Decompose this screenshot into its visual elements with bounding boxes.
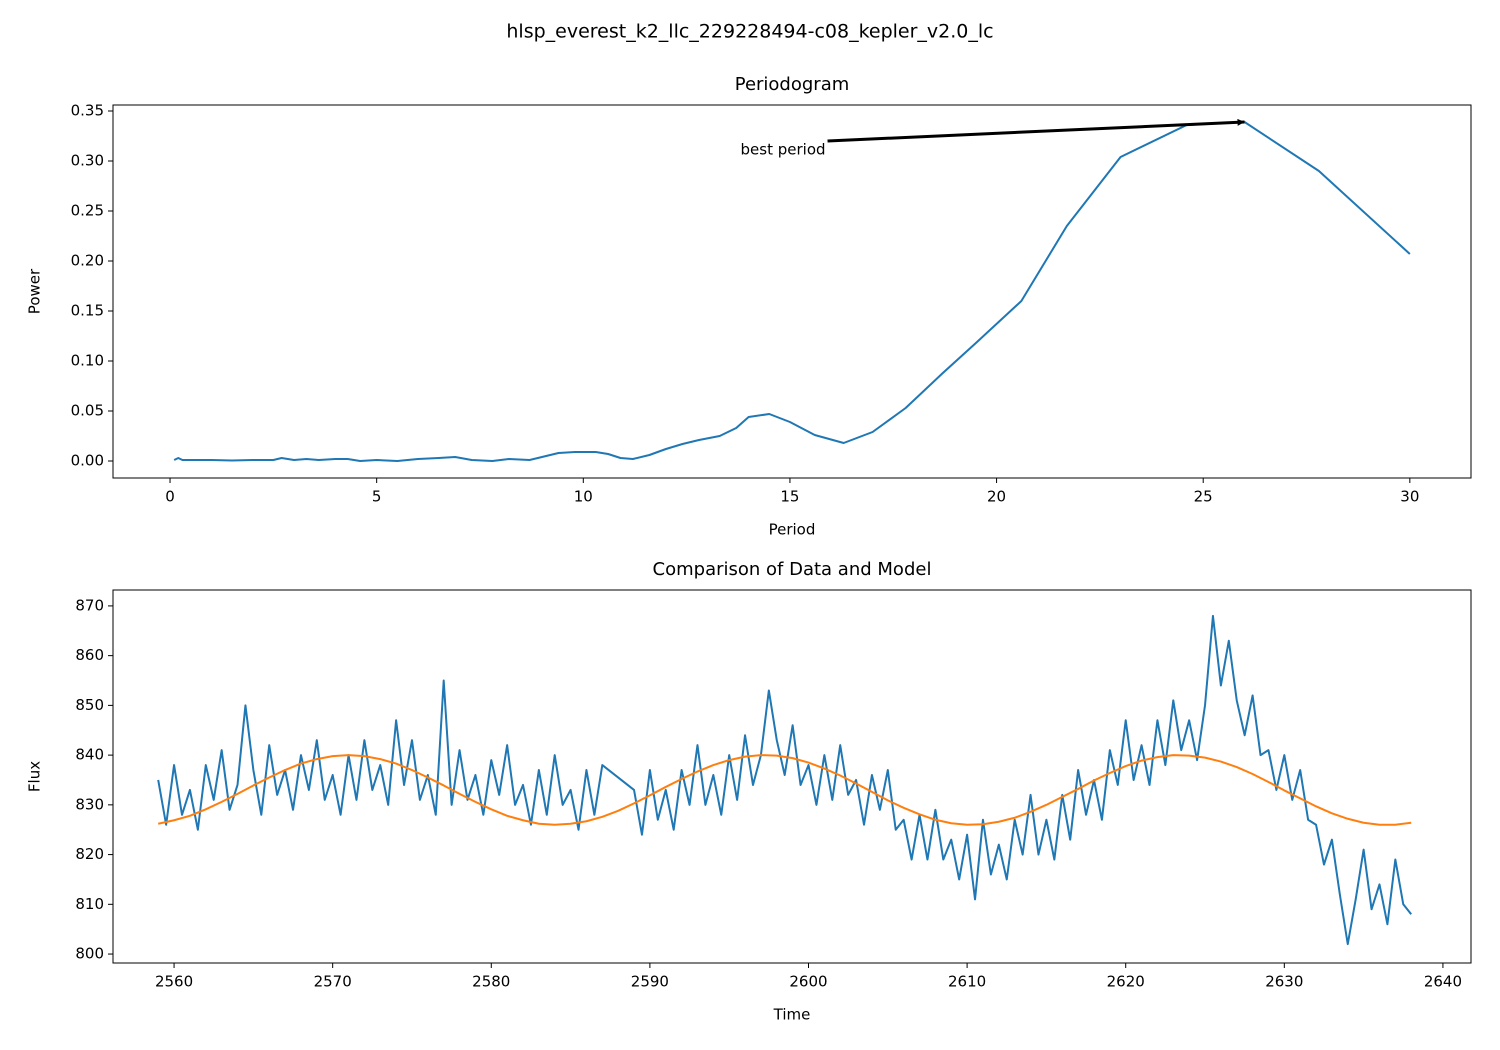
- y-tick-label: 830: [75, 795, 104, 813]
- x-tick-label: 15: [780, 488, 799, 506]
- data-line: [157, 754, 1412, 826]
- y-tick-label: 800: [75, 945, 104, 963]
- x-tick-label: 20: [987, 488, 1006, 506]
- y-tick-label: 0.15: [71, 302, 104, 320]
- y-tick-label: 0.05: [71, 402, 104, 420]
- x-tick-label: 10: [574, 488, 593, 506]
- x-axis-label: Period: [769, 521, 816, 539]
- y-tick-label: 0.35: [71, 102, 104, 120]
- y-tick-label: 840: [75, 746, 104, 764]
- x-axis-label: Time: [773, 1006, 811, 1024]
- y-tick-label: 820: [75, 845, 104, 863]
- data-line: [157, 614, 1412, 946]
- axes-title: Periodogram: [735, 74, 850, 95]
- y-tick-label: 0.30: [71, 152, 104, 170]
- y-tick-label: 0.00: [71, 452, 104, 470]
- x-tick-label: 25: [1194, 488, 1213, 506]
- figure-title: hlsp_everest_k2_llc_229228494-c08_kepler…: [506, 21, 993, 43]
- y-tick-label: 810: [75, 895, 104, 913]
- x-tick-label: 2570: [314, 973, 352, 991]
- axes-frame: [112, 589, 1472, 964]
- x-tick-label: 2580: [472, 973, 510, 991]
- annotation-text: best period: [741, 141, 826, 159]
- y-axis-label: Power: [26, 268, 44, 314]
- x-tick-label: 2640: [1424, 973, 1462, 991]
- y-tick-label: 850: [75, 696, 104, 714]
- x-tick-label: 5: [372, 488, 382, 506]
- axes-title: Comparison of Data and Model: [653, 559, 932, 580]
- x-tick-label: 2560: [155, 973, 193, 991]
- x-tick-label: 2600: [789, 973, 827, 991]
- y-tick-label: 0.10: [71, 352, 104, 370]
- y-tick-label: 860: [75, 646, 104, 664]
- data-line: [173, 121, 1411, 462]
- y-axis-label: Flux: [26, 761, 44, 792]
- axes-frame: [112, 104, 1472, 479]
- y-tick-label: 870: [75, 596, 104, 614]
- y-tick-label: 0.25: [71, 202, 104, 220]
- x-tick-label: 30: [1400, 488, 1419, 506]
- x-tick-label: 2630: [1265, 973, 1303, 991]
- x-tick-label: 2620: [1107, 973, 1145, 991]
- x-tick-label: 2590: [631, 973, 669, 991]
- y-tick-label: 0.20: [71, 252, 104, 270]
- x-tick-label: 0: [165, 488, 175, 506]
- annotation-arrow: [827, 118, 1245, 143]
- x-tick-label: 2610: [948, 973, 986, 991]
